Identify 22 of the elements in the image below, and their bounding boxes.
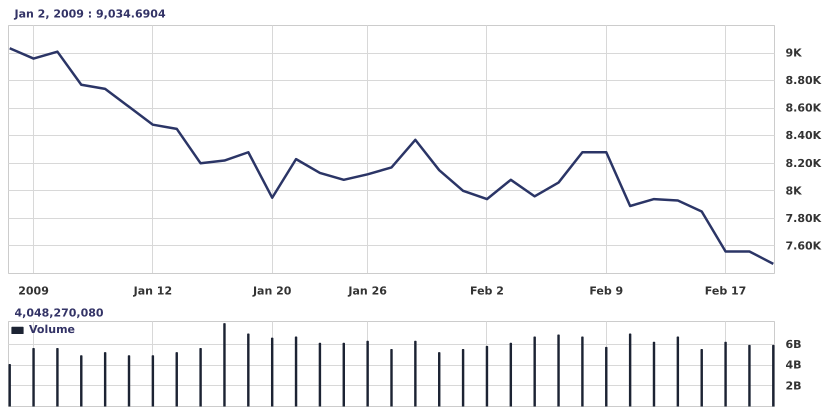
x-tick-label: Jan 26 xyxy=(347,284,388,298)
x-tick-label: 2009 xyxy=(18,284,49,298)
x-tick-label: Jan 12 xyxy=(132,284,172,298)
y-tick-label: 8.60K xyxy=(786,102,822,115)
y-tick-label: 6B xyxy=(786,338,802,351)
y-tick-label: 8K xyxy=(786,184,802,198)
y-tick-label: 8.20K xyxy=(786,156,822,170)
x-tick-label: Feb 9 xyxy=(589,284,624,298)
legend-label: Volume xyxy=(29,323,75,336)
y-tick-label: 8.80K xyxy=(786,74,822,88)
y-tick-label: 2B xyxy=(786,379,802,392)
x-tick-label: Jan 20 xyxy=(252,284,292,298)
x-tick-label: Feb 17 xyxy=(704,284,746,298)
y-tick-label: 9K xyxy=(786,46,802,60)
y-tick-label: 8.40K xyxy=(786,129,822,142)
text: Jan 2, 2009 : 9,034.6904 xyxy=(14,8,166,20)
line-series xyxy=(8,46,774,266)
y-tick-label: 4B xyxy=(786,358,802,372)
text: 4,048,270,080 xyxy=(14,306,104,320)
y-tick-label: 7.60K xyxy=(786,239,822,252)
y-tick-label: 7.80K xyxy=(786,212,822,225)
x-tick-label: Feb 2 xyxy=(470,284,504,298)
